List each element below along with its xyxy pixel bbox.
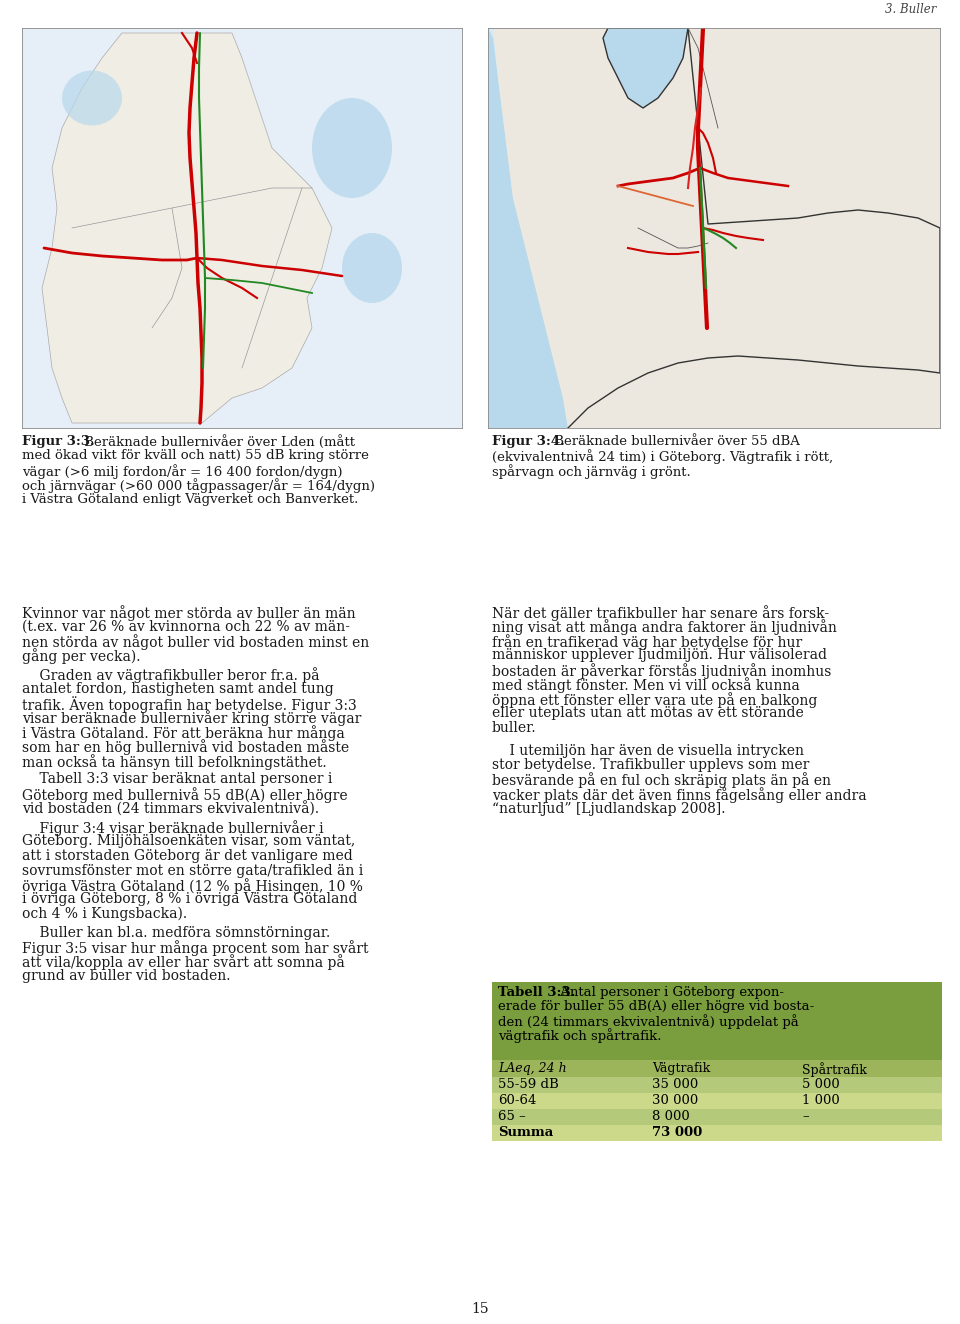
Text: spårvagn och järnväg i grönt.: spårvagn och järnväg i grönt.: [492, 463, 691, 479]
Text: Graden av vägtrafikbuller beror fr.a. på: Graden av vägtrafikbuller beror fr.a. på: [22, 667, 320, 683]
Text: Figur 3:4.: Figur 3:4.: [492, 436, 564, 448]
Text: antalet fordon, hastigheten samt andel tung: antalet fordon, hastigheten samt andel t…: [22, 682, 334, 695]
Text: Beräknade bullernivåer över 55 dBA: Beräknade bullernivåer över 55 dBA: [550, 436, 800, 448]
Polygon shape: [42, 33, 332, 422]
Text: med ökad vikt för kväll och natt) 55 dB kring större: med ökad vikt för kväll och natt) 55 dB …: [22, 450, 369, 462]
Text: buller.: buller.: [492, 722, 537, 735]
Text: 8 000: 8 000: [652, 1110, 689, 1123]
Text: 60-64: 60-64: [498, 1094, 537, 1107]
Text: 55-59 dB: 55-59 dB: [498, 1078, 559, 1091]
Text: Buller kan bl.a. medföra sömnstörningar.: Buller kan bl.a. medföra sömnstörningar.: [22, 925, 330, 940]
Text: nen störda av något buller vid bostaden minst en: nen störda av något buller vid bostaden …: [22, 634, 370, 650]
Text: “naturljud” [Ljudlandskap 2008].: “naturljud” [Ljudlandskap 2008].: [492, 801, 726, 816]
Text: Figur 3:3.: Figur 3:3.: [22, 436, 95, 448]
Text: besvärande på en ful och skräpig plats än på en: besvärande på en ful och skräpig plats ä…: [492, 772, 831, 788]
Text: Tabell 3:3.: Tabell 3:3.: [498, 986, 575, 1000]
Text: 35 000: 35 000: [652, 1078, 698, 1091]
Text: visar beräknade bullernivåer kring större vägar: visar beräknade bullernivåer kring störr…: [22, 711, 361, 727]
Polygon shape: [603, 28, 688, 109]
Text: Göteborg med bullernivå 55 dB(A) eller högre: Göteborg med bullernivå 55 dB(A) eller h…: [22, 786, 348, 802]
Text: i Västra Götaland enligt Vägverket och Banverket.: i Västra Götaland enligt Vägverket och B…: [22, 493, 358, 506]
Text: trafik. Även topografin har betydelse. Figur 3:3: trafik. Även topografin har betydelse. F…: [22, 696, 357, 712]
Text: 3. Buller: 3. Buller: [884, 3, 936, 16]
Text: vid bostaden (24 timmars ekvivalentnivå).: vid bostaden (24 timmars ekvivalentnivå)…: [22, 801, 319, 817]
Text: (ekvivalentnivå 24 tim) i Göteborg. Vägtrafik i rött,: (ekvivalentnivå 24 tim) i Göteborg. Vägt…: [492, 450, 833, 465]
Text: öppna ett fönster eller vara ute på en balkong: öppna ett fönster eller vara ute på en b…: [492, 692, 817, 708]
Text: grund av buller vid bostaden.: grund av buller vid bostaden.: [22, 969, 230, 982]
Text: att i storstaden Göteborg är det vanligare med: att i storstaden Göteborg är det vanliga…: [22, 849, 352, 863]
Text: Figur 3:5 visar hur många procent som har svårt: Figur 3:5 visar hur många procent som ha…: [22, 940, 369, 956]
Text: (t.ex. var 26 % av kvinnorna och 22 % av män-: (t.ex. var 26 % av kvinnorna och 22 % av…: [22, 620, 350, 633]
Text: 65 –: 65 –: [498, 1110, 526, 1123]
Text: I utemiljön har även de visuella intrycken: I utemiljön har även de visuella intryck…: [492, 744, 804, 757]
Text: Antal personer i Göteborg expon-: Antal personer i Göteborg expon-: [556, 986, 784, 1000]
Polygon shape: [493, 28, 940, 428]
Text: den (24 timmars ekvivalentnivå) uppdelat på: den (24 timmars ekvivalentnivå) uppdelat…: [498, 1014, 799, 1029]
Bar: [492, 1076, 942, 1094]
Text: och 4 % i Kungsbacka).: och 4 % i Kungsbacka).: [22, 907, 187, 922]
Bar: [492, 1125, 942, 1141]
Text: Figur 3:4 visar beräknade bullernivåer i: Figur 3:4 visar beräknade bullernivåer i: [22, 820, 324, 835]
Text: i övriga Göteborg, 8 % i övriga Västra Götaland: i övriga Göteborg, 8 % i övriga Västra G…: [22, 892, 357, 907]
Text: i Västra Götaland. För att beräkna hur många: i Västra Götaland. För att beräkna hur m…: [22, 726, 345, 741]
Text: att vila/koppla av eller har svårt att somna på: att vila/koppla av eller har svårt att s…: [22, 955, 345, 970]
Text: från en trafikerad väg har betydelse för hur: från en trafikerad väg har betydelse för…: [492, 634, 803, 650]
Text: 73 000: 73 000: [652, 1125, 703, 1139]
Bar: [492, 982, 942, 1061]
Text: ning visat att många andra faktorer än ljudnivån: ning visat att många andra faktorer än l…: [492, 620, 837, 636]
Ellipse shape: [62, 70, 122, 126]
Text: Kvinnor var något mer störda av buller än män: Kvinnor var något mer störda av buller ä…: [22, 605, 355, 621]
Bar: [492, 1094, 942, 1110]
Text: övriga Västra Götaland (12 % på Hisingen, 10 %: övriga Västra Götaland (12 % på Hisingen…: [22, 878, 363, 894]
Polygon shape: [488, 28, 568, 428]
Text: som har en hög bullernivå vid bostaden måste: som har en hög bullernivå vid bostaden m…: [22, 740, 349, 756]
Text: och järnvägar (>60 000 tågpassager/år = 164/dygn): och järnvägar (>60 000 tågpassager/år = …: [22, 478, 375, 494]
Text: LAeq, 24 h: LAeq, 24 h: [498, 1062, 566, 1075]
Text: 30 000: 30 000: [652, 1094, 698, 1107]
Text: sovrumsfönster mot en större gata/trafikled än i: sovrumsfönster mot en större gata/trafik…: [22, 863, 363, 878]
Ellipse shape: [312, 98, 392, 199]
Text: bostaden är påverkar förstås ljudnivån inomhus: bostaden är påverkar förstås ljudnivån i…: [492, 663, 831, 679]
Text: Beräknade bullernivåer över Lden (mått: Beräknade bullernivåer över Lden (mått: [80, 436, 355, 449]
Text: 1 000: 1 000: [802, 1094, 840, 1107]
Text: man också ta hänsyn till befolkningstäthet.: man också ta hänsyn till befolkningstäth…: [22, 753, 326, 769]
Text: vägar (>6 milj fordon/år = 16 400 fordon/dygn): vägar (>6 milj fordon/år = 16 400 fordon…: [22, 463, 343, 479]
Text: stor betydelse. Trafikbuller upplevs som mer: stor betydelse. Trafikbuller upplevs som…: [492, 759, 809, 772]
Text: med stängt fönster. Men vi vill också kunna: med stängt fönster. Men vi vill också ku…: [492, 678, 800, 694]
Text: 5 000: 5 000: [802, 1078, 840, 1091]
Text: Göteborg. Miljöhälsoenkäten visar, som väntat,: Göteborg. Miljöhälsoenkäten visar, som v…: [22, 834, 355, 849]
Text: Tabell 3:3 visar beräknat antal personer i: Tabell 3:3 visar beräknat antal personer…: [22, 772, 332, 786]
Text: 15: 15: [471, 1301, 489, 1316]
Text: Summa: Summa: [498, 1125, 553, 1139]
Text: gång per vecka).: gång per vecka).: [22, 649, 140, 665]
Text: Spårtrafik: Spårtrafik: [802, 1062, 867, 1076]
Text: Vägtrafik: Vägtrafik: [652, 1062, 710, 1075]
Text: vacker plats där det även finns fågelsång eller andra: vacker plats där det även finns fågelsån…: [492, 786, 867, 802]
Text: eller uteplats utan att mötas av ett störande: eller uteplats utan att mötas av ett stö…: [492, 707, 804, 720]
Text: erade för buller 55 dB(A) eller högre vid bosta-: erade för buller 55 dB(A) eller högre vi…: [498, 1000, 814, 1013]
Bar: [492, 1061, 942, 1076]
Text: När det gäller trafikbuller har senare års forsk-: När det gäller trafikbuller har senare å…: [492, 605, 829, 621]
Bar: [492, 1110, 942, 1125]
Text: människor upplever ljudmiljön. Hur välisolerad: människor upplever ljudmiljön. Hur välis…: [492, 649, 827, 662]
Ellipse shape: [342, 233, 402, 303]
Text: –: –: [802, 1110, 808, 1123]
Text: vägtrafik och spårtrafik.: vägtrafik och spårtrafik.: [498, 1027, 661, 1043]
